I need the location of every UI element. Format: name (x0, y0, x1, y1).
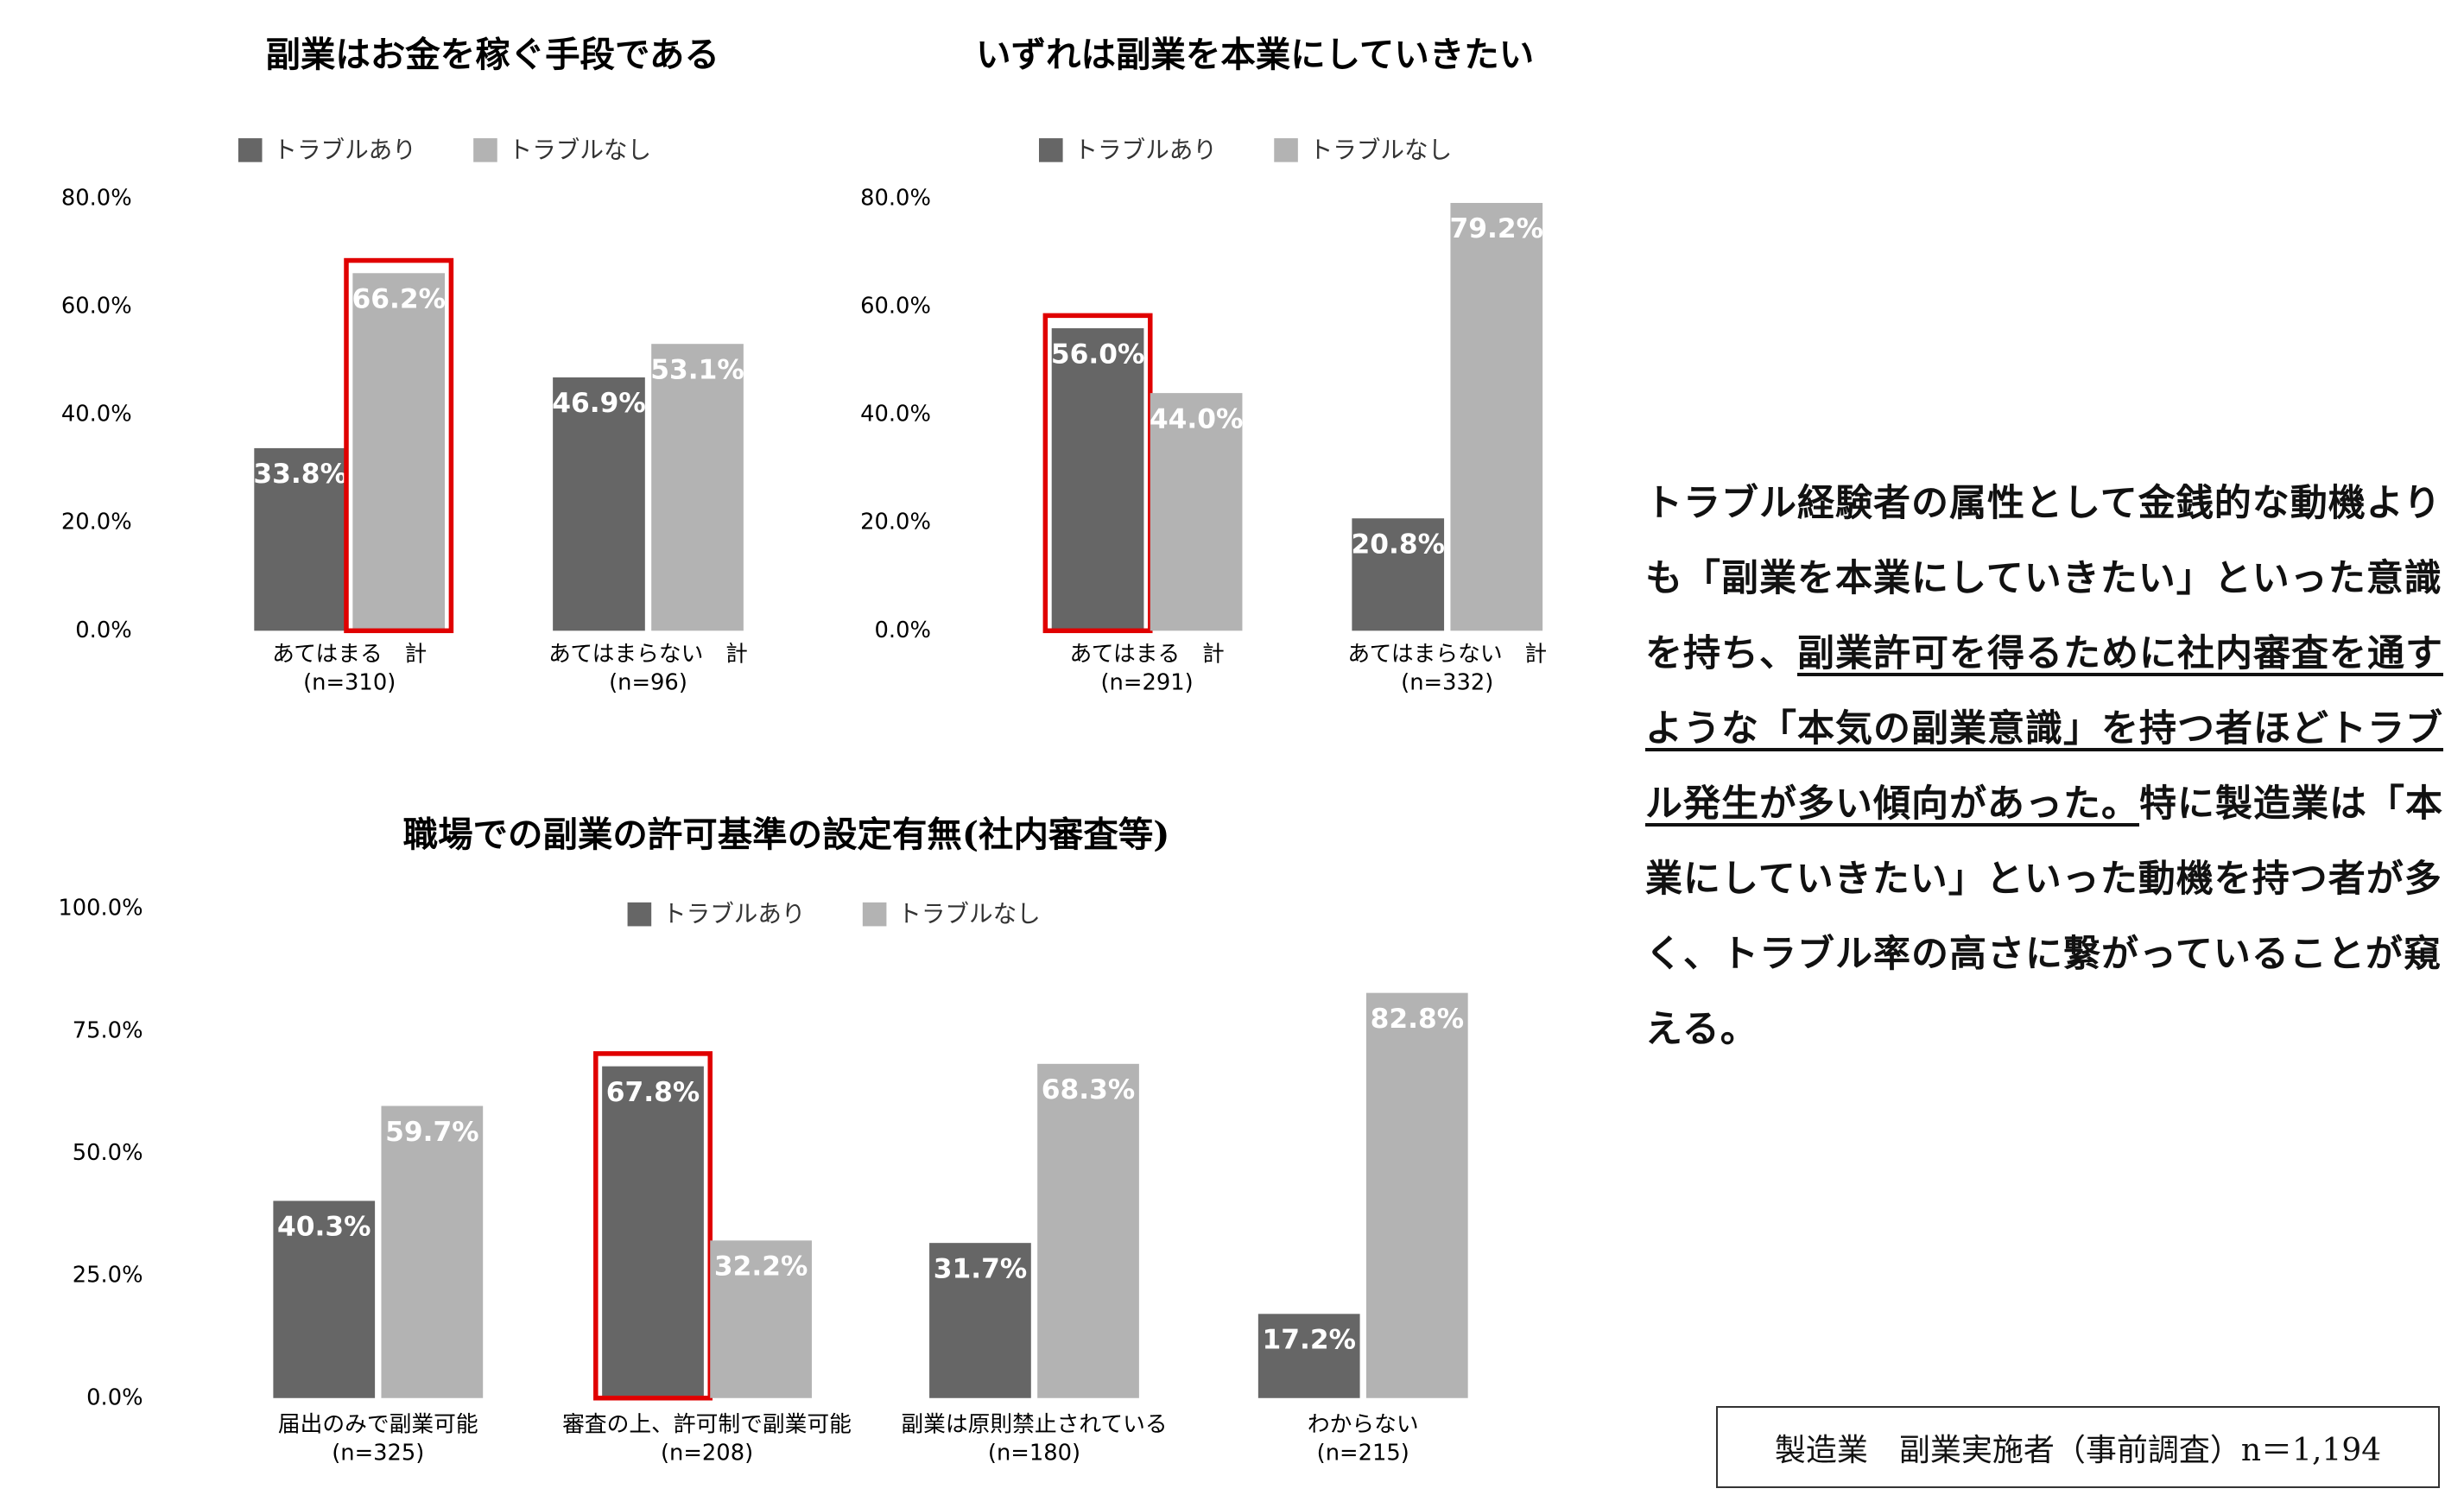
sample-size: (n=96) (609, 670, 687, 696)
y-tick-label: 60.0% (860, 294, 931, 320)
sample-size: (n=180) (988, 1441, 1080, 1466)
bar (254, 447, 347, 631)
value-label: 32.2% (714, 1251, 808, 1283)
legend-label: トラブルなし (509, 136, 651, 164)
value-label: 17.2% (1262, 1325, 1355, 1356)
value-label: 53.1% (650, 354, 744, 385)
bar (381, 1105, 484, 1398)
y-tick-label: 60.0% (61, 294, 132, 320)
y-tick-label: 80.0% (61, 185, 132, 211)
chart-title: 副業はお金を稼ぐ手段である (265, 34, 719, 75)
bar (1150, 393, 1243, 631)
bar (1365, 992, 1468, 1398)
x-tick-label: 届出のみで副業可能 (278, 1412, 478, 1438)
value-label: 20.8% (1351, 529, 1444, 560)
legend-label: トラブルあり (273, 136, 415, 164)
y-tick-label: 50.0% (73, 1140, 143, 1166)
highlight-box (593, 1051, 713, 1401)
x-tick-label: 副業は原則禁止されている (901, 1412, 1167, 1438)
bar (1037, 1063, 1139, 1398)
y-tick-label: 0.0% (875, 618, 931, 643)
value-label: 67.8% (606, 1077, 700, 1108)
value-label: 59.7% (385, 1117, 478, 1148)
commentary: トラブル経験者の属性として金銭的な動機よりも「副業を本業にしていきたい」といった… (1645, 466, 2448, 1067)
sample-size: (n=291) (1101, 670, 1194, 696)
y-tick-label: 20.0% (860, 510, 931, 535)
legend-swatch (1039, 138, 1063, 162)
legend-label: トラブルあり (662, 900, 805, 928)
bar (929, 1243, 1031, 1398)
sample-size: (n=208) (661, 1441, 753, 1466)
y-tick-label: 75.0% (73, 1017, 143, 1043)
value-label: 46.9% (552, 388, 645, 419)
commentary-text: 副業許可を得るために社内審査を通すような「本気の副業意識」を持つ者ほどトラブル発… (1645, 632, 2443, 826)
legend-label: トラブルなし (897, 900, 1040, 928)
bar (710, 1240, 812, 1398)
x-tick-label: 審査の上、許可制で副業可能 (562, 1412, 852, 1438)
x-tick-label: あてはまる 計 (272, 641, 427, 667)
sample-size: (n=215) (1317, 1441, 1409, 1466)
bar (1257, 1314, 1360, 1398)
sample-size: (n=325) (332, 1441, 424, 1466)
x-tick-label: あてはまらない 計 (1347, 641, 1547, 667)
commentary-text: 特に製造業は「本業にしていきたい」といった動機を持つ者が多く、トラブル率の高さに… (1645, 782, 2443, 1051)
legend-swatch (1274, 138, 1298, 162)
legend-swatch (627, 902, 652, 927)
highlight-box (344, 257, 454, 634)
y-tick-label: 0.0% (75, 618, 131, 643)
value-label: 66.2% (352, 284, 445, 315)
x-tick-label: わからない (1308, 1412, 1419, 1438)
footnote: 製造業 副業実施者（事前調査）n＝1,194 (1716, 1406, 2440, 1488)
bar (1450, 202, 1543, 631)
legend-swatch (862, 902, 887, 927)
commentary-text: トラブル経験者の属性として金銭的な動機よりも「副業を本業にしていきたい」といった… (1645, 482, 2442, 675)
y-tick-label: 40.0% (860, 402, 931, 428)
chart-title: 職場での副業の許可基準の設定有無(社内審査等) (403, 814, 1170, 855)
sample-size: (n=332) (1401, 670, 1493, 696)
bar (1051, 328, 1144, 631)
value-label: 56.0% (1051, 339, 1144, 370)
value-label: 82.8% (1371, 1004, 1464, 1035)
x-tick-label: あてはまらない 計 (548, 641, 748, 667)
bar (553, 377, 645, 631)
legend-label: トラブルなし (1309, 136, 1452, 164)
value-label: 68.3% (1042, 1074, 1135, 1105)
bar (352, 273, 446, 631)
legend-label: トラブルあり (1074, 136, 1216, 164)
y-tick-label: 40.0% (61, 402, 132, 428)
legend-swatch (238, 138, 263, 162)
bar (602, 1066, 704, 1398)
bar (651, 344, 744, 631)
value-label: 44.0% (1150, 403, 1243, 434)
x-tick-label: あてはまる 計 (1069, 641, 1224, 667)
bar (1352, 518, 1445, 631)
sample-size: (n=310) (303, 670, 396, 696)
y-tick-label: 0.0% (86, 1384, 143, 1410)
legend-swatch (473, 138, 497, 162)
chart-title: いずれは副業を本業にしていきたい (976, 34, 1534, 75)
y-tick-label: 100.0% (58, 896, 143, 922)
y-tick-label: 80.0% (860, 185, 931, 211)
bar (273, 1200, 376, 1398)
value-label: 79.2% (1450, 213, 1543, 244)
y-tick-label: 20.0% (61, 510, 132, 535)
y-tick-label: 25.0% (73, 1263, 143, 1289)
value-label: 33.8% (253, 459, 346, 490)
value-label: 40.3% (277, 1212, 371, 1243)
value-label: 31.7% (934, 1253, 1027, 1284)
